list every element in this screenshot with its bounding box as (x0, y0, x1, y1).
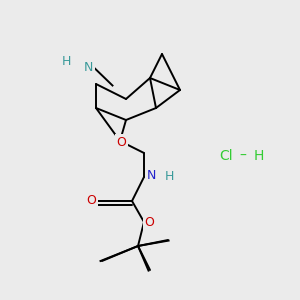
Text: N: N (84, 61, 93, 74)
Text: O: O (117, 136, 126, 149)
Text: Cl: Cl (219, 149, 232, 163)
Text: O: O (145, 216, 154, 230)
Text: N: N (84, 61, 93, 74)
Text: –: – (240, 149, 246, 163)
Text: H: H (61, 55, 71, 68)
Text: N: N (147, 169, 156, 182)
Text: O: O (87, 194, 96, 207)
Text: H: H (164, 169, 174, 183)
Text: H: H (254, 149, 264, 163)
